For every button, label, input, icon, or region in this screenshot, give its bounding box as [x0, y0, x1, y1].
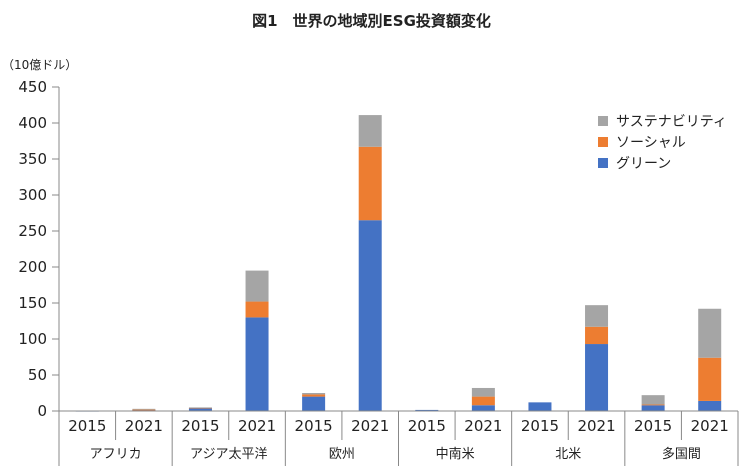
- x-tick-label: 2021: [238, 417, 276, 435]
- bar-segment-green: [188, 408, 212, 411]
- bar-segment-sustainability: [302, 393, 326, 395]
- y-tick-label: 200: [18, 258, 47, 276]
- legend-swatch: [598, 157, 608, 168]
- bar-segment-social: [245, 301, 269, 318]
- bar-segment-social: [132, 409, 156, 411]
- region-label: 多国間: [662, 446, 701, 462]
- bar-segment-sustainability: [585, 305, 609, 327]
- region-label: 欧州: [329, 447, 355, 462]
- legend-swatch: [598, 136, 608, 147]
- y-tick-label: 300: [18, 186, 47, 204]
- y-tick-label: 450: [18, 78, 47, 96]
- y-tick-label: 350: [18, 150, 47, 168]
- y-tick-label: 50: [28, 366, 47, 384]
- region-label: アフリカ: [90, 447, 142, 462]
- bar-segment-sustainability: [245, 270, 269, 302]
- bar-segment-social: [302, 394, 326, 397]
- legend-item: グリーン: [598, 152, 727, 173]
- bar-segment-social: [585, 326, 609, 345]
- legend-item: サステナビリティ: [598, 110, 727, 131]
- y-tick-label: 0: [37, 402, 47, 420]
- y-tick-label: 250: [18, 222, 47, 240]
- x-tick-label: 2021: [464, 417, 502, 435]
- bar-segment-sustainability: [471, 387, 495, 397]
- bar-segment-sustainability: [188, 407, 212, 409]
- x-tick-label: 2015: [295, 417, 333, 435]
- bar-segment-green: [358, 220, 382, 411]
- bar-segment-social: [471, 396, 495, 406]
- chart-title: 図1 世界の地域別ESG投資額変化: [252, 12, 491, 30]
- bar-segment-sustainability: [358, 115, 382, 147]
- region-label: アジア太平洋: [190, 447, 267, 462]
- x-tick-label: 2015: [634, 417, 672, 435]
- y-tick-label: 400: [18, 114, 47, 132]
- bar-segment-green: [245, 317, 269, 411]
- y-tick-label: 150: [18, 294, 47, 312]
- bar-segment-sustainability: [132, 408, 156, 410]
- x-tick-label: 2021: [351, 417, 389, 435]
- x-tick-label: 2021: [125, 417, 163, 435]
- bar-segment-social: [358, 146, 382, 221]
- legend-label: グリーン: [616, 155, 672, 172]
- x-tick-label: 2015: [521, 417, 559, 435]
- legend-label: ソーシャル: [616, 134, 686, 151]
- bar-segment-green: [132, 409, 156, 411]
- bar-segment-green: [641, 405, 665, 411]
- y-axis-unit-label: （10億ドル）: [2, 58, 78, 72]
- bar-segment-green: [415, 409, 439, 411]
- x-tick-label: 2021: [577, 417, 615, 435]
- legend-item: ソーシャル: [598, 131, 727, 152]
- bar-segment-social: [641, 404, 665, 406]
- x-tick-label: 2015: [181, 417, 219, 435]
- bar-segment-green: [585, 344, 609, 411]
- x-tick-label: 2021: [691, 417, 729, 435]
- y-tick-label: 100: [18, 330, 47, 348]
- chart-legend: サステナビリティ ソーシャルグリーン: [598, 110, 727, 173]
- region-label: 中南米: [436, 446, 475, 462]
- legend-label: サステナビリティ: [616, 113, 727, 130]
- x-tick-label: 2015: [408, 417, 446, 435]
- bar-segment-sustainability: [641, 395, 665, 405]
- bar-segment-green: [528, 402, 552, 411]
- bar-segment-social: [698, 357, 722, 401]
- bar-segment-green: [302, 396, 326, 411]
- region-label: 北米: [555, 447, 581, 462]
- legend-swatch: [598, 115, 608, 126]
- x-tick-label: 2015: [68, 417, 106, 435]
- bar-segment-green: [698, 400, 722, 411]
- bar-segment-sustainability: [698, 308, 722, 358]
- bar-segment-green: [471, 405, 495, 411]
